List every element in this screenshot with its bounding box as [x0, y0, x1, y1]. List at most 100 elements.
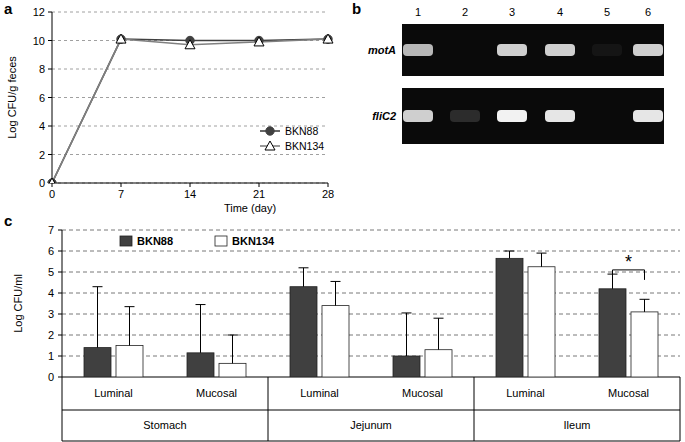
grid-line: [52, 154, 328, 155]
tick: [48, 126, 52, 127]
plot-data: [47, 34, 333, 183]
tick-label: 21: [253, 188, 265, 200]
error-bar: [505, 251, 515, 258]
band: [403, 44, 433, 56]
error-bar: [331, 281, 341, 305]
error-cap: [537, 253, 547, 254]
error-cap: [331, 281, 341, 282]
tick: [58, 356, 62, 357]
tick-label: 7: [118, 188, 124, 200]
figure: abc02468101207142128Time (day)Log CFU/g …: [0, 0, 685, 442]
group-label: Jejunum: [350, 419, 392, 431]
error-bar: [93, 287, 103, 348]
bar: [322, 306, 349, 377]
tick-label: 2: [48, 329, 54, 341]
band: [545, 110, 575, 122]
error-cap: [93, 286, 103, 287]
band: [633, 110, 663, 122]
tick: [48, 154, 52, 155]
x-axis-label: Time (day): [224, 202, 276, 214]
category-label: Luminal: [300, 387, 339, 399]
grid-line: [62, 335, 680, 336]
tick-label: 0: [48, 371, 54, 383]
tick-label: 0: [49, 188, 55, 200]
error-stem: [232, 335, 233, 363]
panel-label: b: [352, 0, 361, 17]
panel-label: a: [4, 0, 13, 17]
error-stem: [406, 313, 407, 356]
category-label: Luminal: [506, 387, 545, 399]
error-cap: [228, 335, 238, 336]
tick-label: 10: [33, 35, 45, 47]
y-axis-label: Log CFU/ml: [12, 274, 24, 333]
band: [450, 110, 480, 122]
x-axis: [52, 183, 328, 184]
tick: [58, 251, 62, 252]
point: [48, 179, 56, 183]
y-axis: [62, 230, 63, 377]
error-bar: [640, 299, 650, 312]
legend-label: BKN88: [137, 235, 173, 247]
tick: [58, 272, 62, 273]
grid-line: [62, 356, 680, 357]
row-label: motA: [368, 44, 396, 56]
x-axis: [62, 377, 680, 378]
series-line: [52, 39, 328, 183]
series-line: [52, 39, 328, 183]
lane-label: 6: [645, 6, 651, 18]
tick: [58, 293, 62, 294]
point: [185, 40, 195, 49]
tick-label: 7: [48, 224, 54, 236]
point: [116, 34, 126, 43]
bar: [425, 350, 452, 377]
legend-swatch: [120, 236, 132, 246]
gel-panel: [402, 24, 664, 76]
error-cap: [640, 299, 650, 300]
bar: [84, 348, 111, 377]
lane-label: 3: [509, 6, 515, 18]
bar: [187, 353, 214, 377]
annotation: *: [625, 252, 632, 272]
error-stem: [541, 253, 542, 267]
error-bar: [537, 253, 547, 267]
tick: [52, 183, 53, 187]
point: [47, 178, 57, 183]
grid-line: [62, 272, 680, 273]
tick-label: 6: [39, 92, 45, 104]
error-stem: [438, 318, 439, 350]
legend-marker: [265, 141, 275, 150]
error-bar: [434, 318, 444, 350]
tick: [48, 12, 52, 13]
tick: [58, 230, 62, 231]
tick: [58, 377, 62, 378]
grid-line: [52, 183, 328, 184]
error-bar: [196, 305, 206, 353]
lane-label: 5: [604, 6, 610, 18]
band: [403, 110, 433, 122]
tick: [48, 97, 52, 98]
tick-label: 6: [48, 245, 54, 257]
error-cap: [125, 306, 135, 307]
grid-line: [52, 12, 328, 13]
category-divider: [474, 377, 475, 441]
tick: [48, 69, 52, 70]
category-divider: [268, 377, 269, 441]
panel-label: c: [4, 212, 12, 229]
category-divider: [62, 377, 63, 441]
band: [497, 110, 527, 122]
bar: [219, 363, 246, 377]
tick-label: 4: [39, 120, 45, 132]
error-cap: [196, 304, 206, 305]
error-bar: [228, 335, 238, 363]
grid-line: [62, 314, 680, 315]
point: [254, 37, 264, 46]
error-cap: [402, 312, 412, 313]
lane-label: 4: [557, 6, 563, 18]
gel: 123456motAfliC2: [368, 6, 664, 144]
tick-label: 14: [184, 188, 196, 200]
error-stem: [644, 299, 645, 312]
legend-label: BKN134: [285, 140, 324, 152]
bar: [290, 287, 317, 377]
category-divider: [680, 377, 681, 441]
error-stem: [509, 251, 510, 258]
